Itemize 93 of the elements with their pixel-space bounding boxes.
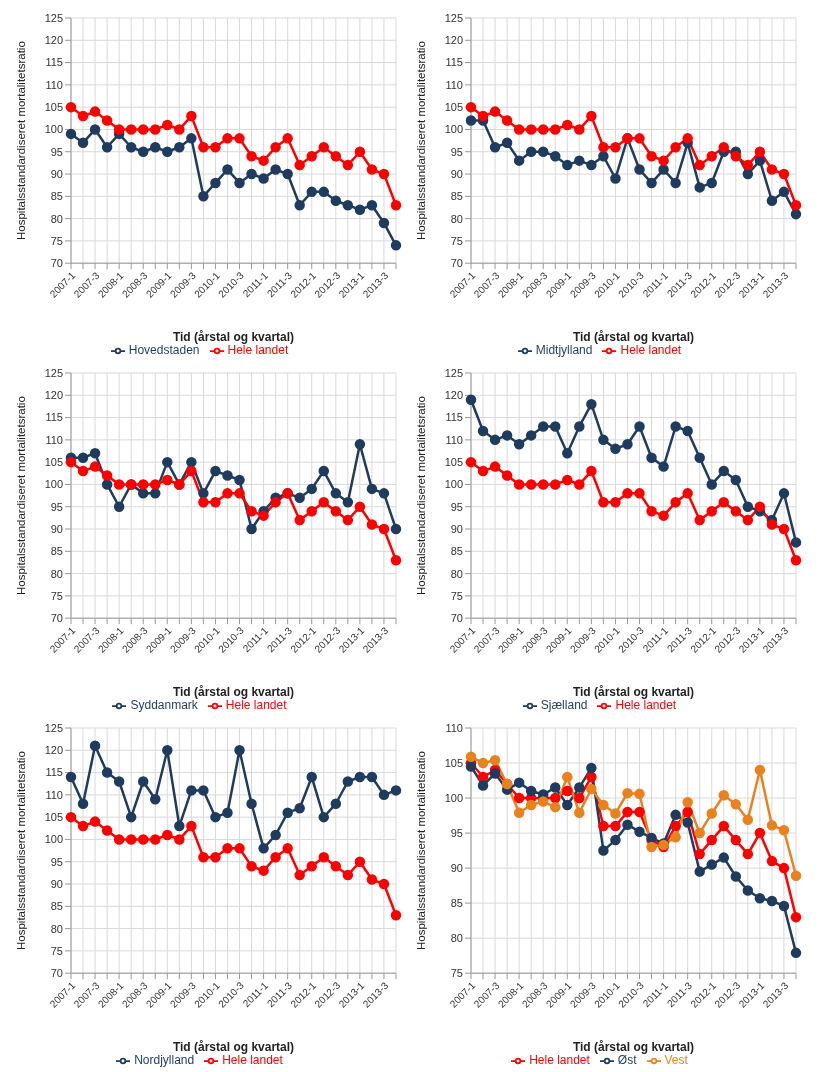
y-tick-label: 125 bbox=[444, 11, 463, 24]
y-axis-title: Hospitalsstandardiseret mortalitetsratio bbox=[15, 396, 28, 595]
y-tick-label: 80 bbox=[50, 212, 63, 225]
y-tick-label: 120 bbox=[44, 34, 63, 47]
x-axis-title: Tid (årstal og kvartal) bbox=[172, 1040, 295, 1055]
y-tick-label: 110 bbox=[445, 721, 463, 734]
y-tick-label: 100 bbox=[44, 123, 63, 136]
y-tick-label: 80 bbox=[450, 932, 463, 945]
legend-label: Øst bbox=[617, 1053, 637, 1068]
y-axis-title: Hospitalsstandardiseret mortalitetsratio bbox=[15, 41, 28, 240]
y-tick-label: 115 bbox=[45, 766, 63, 779]
y-tick-label: 75 bbox=[450, 234, 463, 247]
y-tick-label: 110 bbox=[45, 433, 63, 446]
y-tick-label: 70 bbox=[50, 257, 63, 270]
y-tick-label: 105 bbox=[444, 756, 463, 769]
y-tick-label: 115 bbox=[45, 411, 63, 424]
y-tick-label: 100 bbox=[444, 478, 463, 491]
y-tick-label: 80 bbox=[450, 567, 463, 580]
y-tick-label: 90 bbox=[450, 522, 463, 535]
y-tick-label: 90 bbox=[450, 862, 463, 874]
y-tick-label: 75 bbox=[50, 234, 63, 247]
legend-label: Syddanmark bbox=[130, 698, 198, 713]
x-axis-title: Tid (årstal og kvartal) bbox=[572, 685, 695, 700]
y-tick-label: 110 bbox=[45, 78, 63, 91]
x-axis-title: Tid (årstal og kvartal) bbox=[572, 1040, 695, 1055]
y-tick-label: 85 bbox=[450, 190, 463, 203]
y-tick-label: 70 bbox=[450, 612, 463, 625]
legend-label: Vest bbox=[664, 1053, 688, 1068]
y-tick-label: 120 bbox=[444, 34, 463, 47]
y-tick-label: 115 bbox=[45, 56, 63, 69]
y-tick-label: 110 bbox=[45, 788, 63, 801]
y-tick-label: 90 bbox=[50, 522, 63, 535]
y-tick-label: 85 bbox=[50, 545, 63, 558]
y-tick-label: 105 bbox=[44, 811, 63, 824]
y-axis-title: Hospitalsstandardiseret mortalitetsratio bbox=[415, 396, 428, 595]
y-tick-label: 105 bbox=[44, 101, 63, 114]
legend-label: Hele landet bbox=[615, 698, 677, 713]
y-tick-label: 120 bbox=[44, 744, 63, 757]
y-tick-label: 85 bbox=[450, 545, 463, 558]
y-tick-label: 125 bbox=[44, 11, 63, 24]
y-tick-label: 115 bbox=[445, 56, 463, 69]
legend-label: Midtjylland bbox=[535, 343, 593, 358]
legend-label: Hele landet bbox=[620, 343, 682, 358]
y-tick-label: 75 bbox=[50, 944, 63, 957]
y-tick-label: 120 bbox=[44, 389, 63, 402]
legend-label: Nordjylland bbox=[134, 1053, 195, 1068]
y-tick-label: 90 bbox=[50, 167, 63, 180]
y-tick-label: 80 bbox=[450, 212, 463, 225]
legend-label: Sjælland bbox=[540, 698, 588, 713]
y-tick-label: 95 bbox=[450, 500, 463, 513]
y-axis-title: Hospitalsstandardiseret mortalitetsratio bbox=[15, 751, 28, 950]
y-axis-title: Hospitalsstandardiseret mortalitetsratio bbox=[415, 751, 428, 950]
legend-label: Hovedstaden bbox=[128, 343, 200, 358]
y-tick-label: 95 bbox=[450, 826, 463, 839]
x-axis-title: Tid (årstal og kvartal) bbox=[172, 330, 295, 345]
y-tick-label: 125 bbox=[44, 366, 63, 379]
legend-label: Hele landet bbox=[225, 698, 287, 713]
y-tick-label: 90 bbox=[450, 167, 463, 180]
y-tick-label: 120 bbox=[444, 389, 463, 402]
y-tick-label: 95 bbox=[50, 855, 63, 868]
y-tick-label: 95 bbox=[50, 500, 63, 513]
y-axis-title: Hospitalsstandardiseret mortalitetsratio bbox=[415, 41, 428, 240]
y-tick-label: 70 bbox=[50, 967, 63, 980]
x-axis-title: Tid (årstal og kvartal) bbox=[572, 330, 695, 345]
y-tick-label: 125 bbox=[444, 366, 463, 379]
x-axis-title: Tid (årstal og kvartal) bbox=[172, 685, 295, 700]
y-tick-label: 70 bbox=[50, 612, 63, 625]
y-tick-label: 105 bbox=[444, 456, 463, 469]
y-tick-label: 80 bbox=[50, 922, 63, 935]
legend-label: Hele landet bbox=[227, 343, 289, 358]
y-tick-label: 95 bbox=[450, 145, 463, 158]
y-tick-label: 105 bbox=[44, 456, 63, 469]
legend-label: Hele landet bbox=[529, 1053, 590, 1068]
y-tick-label: 105 bbox=[444, 101, 463, 114]
y-tick-label: 75 bbox=[50, 589, 63, 602]
y-tick-label: 110 bbox=[445, 78, 463, 91]
y-tick-label: 100 bbox=[44, 833, 63, 846]
y-tick-label: 75 bbox=[450, 589, 463, 602]
y-tick-label: 75 bbox=[450, 967, 463, 980]
y-tick-label: 100 bbox=[444, 791, 463, 804]
y-tick-label: 100 bbox=[44, 478, 63, 491]
y-tick-label: 100 bbox=[444, 123, 463, 136]
legend-label: Hele landet bbox=[222, 1053, 283, 1068]
y-tick-label: 85 bbox=[50, 190, 63, 203]
y-tick-label: 70 bbox=[450, 257, 463, 270]
y-tick-label: 85 bbox=[50, 900, 63, 913]
y-tick-label: 95 bbox=[50, 145, 63, 158]
y-tick-label: 80 bbox=[50, 567, 63, 580]
y-tick-label: 115 bbox=[445, 411, 463, 424]
y-tick-label: 110 bbox=[445, 433, 463, 446]
y-tick-label: 85 bbox=[450, 897, 463, 910]
y-tick-label: 90 bbox=[50, 877, 63, 890]
y-tick-label: 125 bbox=[44, 721, 63, 734]
